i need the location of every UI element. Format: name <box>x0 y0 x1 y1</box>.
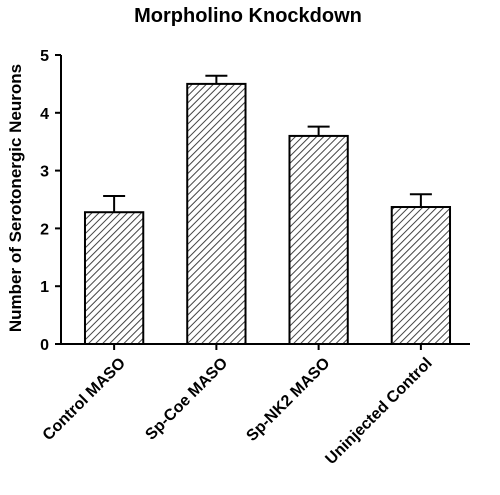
x-tick-labels: Control MASO Sp-Coe MASO Sp-NK2 MASOUninje… <box>40 355 436 468</box>
y-tick-label: 0 <box>40 337 49 354</box>
y-tick-label: 3 <box>40 164 49 181</box>
bar <box>390 206 452 345</box>
y-tick-label: 1 <box>40 279 49 296</box>
x-tick-label: Sp-NK2 MASO <box>243 355 333 445</box>
x-tick-label: Sp-Coe MASO <box>142 355 231 444</box>
y-tick-label: 2 <box>40 221 49 238</box>
x-tick-label: Uninjected Control <box>322 355 435 468</box>
bars <box>83 74 452 346</box>
y-tick-label: 4 <box>40 106 49 123</box>
y-axis-label: Number of Serotonergic Neurons <box>6 64 25 332</box>
chart-title: Morpholino Knockdown <box>134 5 362 27</box>
bar <box>83 211 145 345</box>
bar <box>288 134 349 345</box>
bar <box>186 82 247 346</box>
y-tick-label: 5 <box>40 48 49 65</box>
y-axis: 0 1 2 3 4 5 <box>40 48 62 354</box>
x-tick-label: Control MASO <box>40 355 129 444</box>
